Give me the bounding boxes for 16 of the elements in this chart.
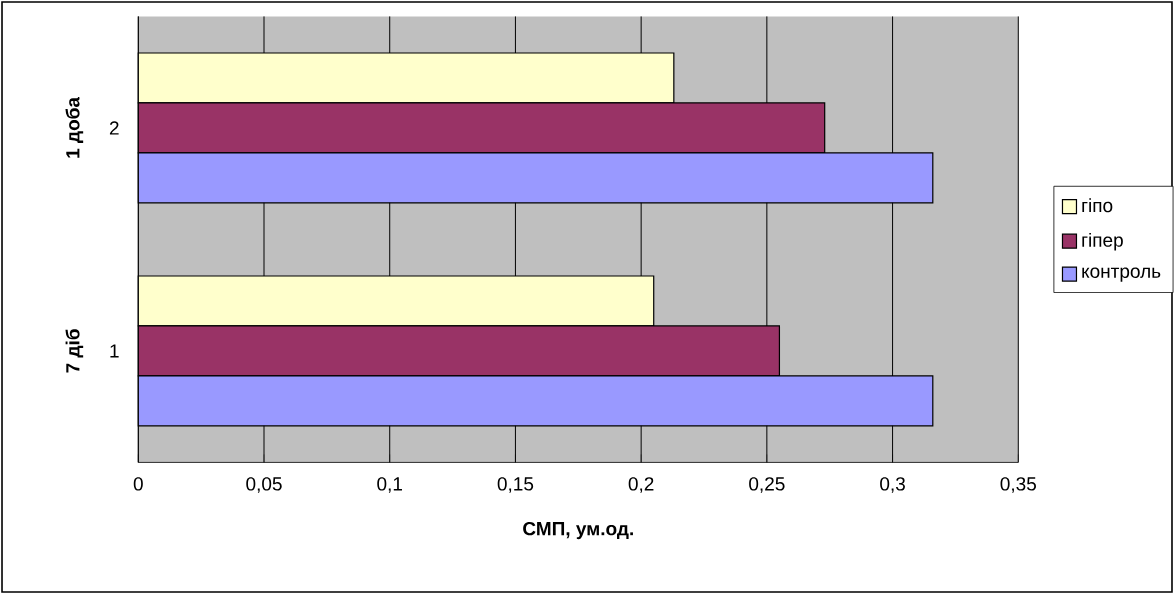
x-tick-label: 0,1: [377, 477, 402, 493]
x-tick-label: 0,15: [497, 477, 534, 493]
x-tick-label: 0,3: [880, 477, 905, 493]
text: 1 доба: [65, 96, 84, 158]
legend-label: гіпер: [1082, 232, 1123, 251]
legend-label: контроль: [1082, 267, 1161, 282]
x-tick-label: 0,35: [1000, 477, 1036, 493]
x-tick-label: 0,2: [628, 477, 654, 493]
x-tick-label: 0,05: [246, 477, 282, 493]
text: 7 діб: [65, 329, 84, 373]
y-tick-label: 1: [110, 344, 119, 358]
x-tick-label: 0,25: [749, 477, 785, 493]
y-tick-label: 2: [109, 121, 119, 135]
legend-label: гіпо: [1082, 198, 1113, 213]
x-tick-label: 0: [133, 477, 143, 491]
x-axis-title: СМП, ум.од.: [523, 521, 633, 540]
